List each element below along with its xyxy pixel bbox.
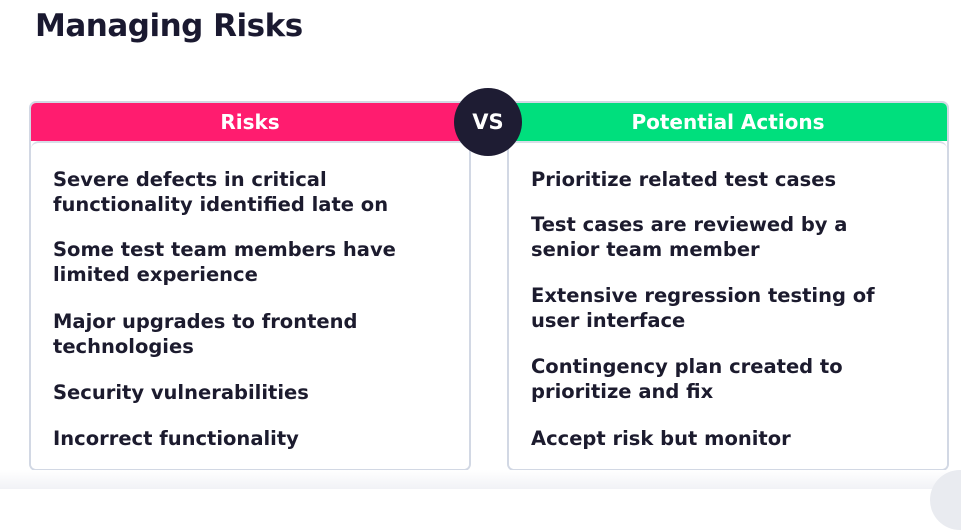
action-item-line: Accept risk but monitor [531, 427, 791, 450]
risk-item-line: Some test team members have [53, 238, 396, 261]
risks-panel: Risks Severe defects in critical functio… [29, 101, 471, 471]
vs-badge: VS [454, 88, 522, 156]
action-item-line: Test cases are reviewed by a [531, 213, 848, 236]
risk-item-line: Incorrect functionality [53, 427, 299, 450]
action-item: Prioritize related test cases [531, 167, 836, 192]
actions-header: Potential Actions [509, 103, 947, 141]
risks-header: Risks [31, 103, 469, 141]
action-item: Test cases are reviewed by a senior team… [531, 212, 847, 262]
risk-item-line: Major upgrades to frontend [53, 310, 358, 333]
risk-item-line: technologies [53, 335, 194, 358]
action-item-line: senior team member [531, 238, 760, 261]
risk-item: Severe defects in critical functionality… [53, 167, 388, 217]
risk-item-line: functionality identified late on [53, 193, 389, 216]
action-item-line: Contingency plan created to [531, 355, 843, 378]
actions-list: Prioritize related test cases Test cases… [509, 141, 947, 469]
risk-item: Major upgrades to frontend technologies [53, 309, 357, 359]
action-item-line: prioritize and fix [531, 380, 714, 403]
risk-item-line: limited experience [53, 263, 258, 286]
action-item-line: Prioritize related test cases [531, 168, 837, 191]
action-item: Extensive regression testing of user int… [531, 283, 875, 333]
risk-item: Some test team members have limited expe… [53, 237, 396, 287]
actions-panel: Potential Actions Prioritize related tes… [507, 101, 949, 471]
risk-item: Incorrect functionality [53, 426, 299, 451]
risk-item-line: Security vulnerabilities [53, 381, 309, 404]
action-item: Accept risk but monitor [531, 426, 791, 451]
action-item-line: user interface [531, 309, 686, 332]
page-title: Managing Risks [35, 8, 303, 44]
action-item: Contingency plan created to prioritize a… [531, 354, 843, 404]
action-item-line: Extensive regression testing of [531, 284, 875, 307]
risk-item-line: Severe defects in critical [53, 168, 327, 191]
risk-item: Security vulnerabilities [53, 380, 309, 405]
risks-list: Severe defects in critical functionality… [31, 141, 469, 469]
bottom-fade [0, 470, 961, 489]
